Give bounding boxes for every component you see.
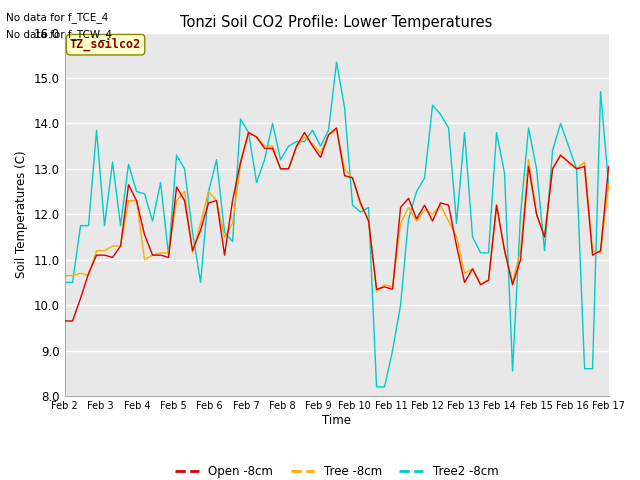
Title: Tonzi Soil CO2 Profile: Lower Temperatures: Tonzi Soil CO2 Profile: Lower Temperatur… bbox=[180, 15, 493, 30]
Text: TZ_soilco2: TZ_soilco2 bbox=[70, 38, 141, 51]
Text: No data for f_TCE_4: No data for f_TCE_4 bbox=[6, 12, 109, 23]
Legend: Open -8cm, Tree -8cm, Tree2 -8cm: Open -8cm, Tree -8cm, Tree2 -8cm bbox=[170, 460, 503, 480]
Y-axis label: Soil Temperatures (C): Soil Temperatures (C) bbox=[15, 150, 28, 278]
X-axis label: Time: Time bbox=[322, 414, 351, 427]
Text: No data for f_TCW_4: No data for f_TCW_4 bbox=[6, 29, 113, 40]
